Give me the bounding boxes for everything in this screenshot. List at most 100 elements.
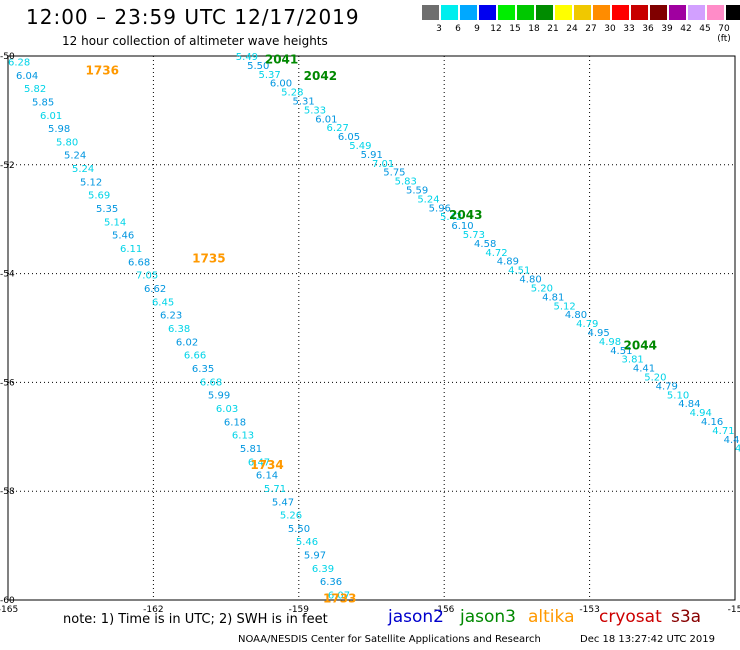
wave-height-label: 6.39: [312, 564, 334, 575]
pass-number-label: 2041: [265, 53, 298, 67]
wave-height-label: 6.04: [16, 71, 38, 82]
wave-height-label: 5.83: [395, 177, 417, 188]
legend-swatch: [650, 5, 667, 20]
wave-height-label: 5.81: [240, 444, 262, 455]
wave-height-label: 6.28: [8, 57, 30, 68]
lon-tick-label: -156: [434, 605, 455, 615]
wave-height-label: 6.00: [270, 79, 292, 90]
satellite-name: altika: [528, 607, 575, 627]
wave-height-label: 5.49: [236, 52, 258, 63]
wave-height-label: 5.14: [104, 217, 126, 228]
wave-height-label: 5.96: [429, 203, 451, 214]
wave-height-label: 6.68: [200, 377, 222, 388]
legend-swatch: [593, 5, 610, 20]
wave-height-label: 4.16: [701, 417, 723, 428]
wave-height-label: 6.02: [176, 337, 198, 348]
wave-height-label: 6.03: [216, 404, 238, 415]
wave-height-label: 6.45: [152, 297, 174, 308]
wave-height-label: 5.49: [349, 141, 371, 152]
legend-swatch: [726, 5, 740, 20]
wave-height-label: 5.97: [304, 551, 326, 562]
legend-swatch: [422, 5, 439, 20]
wave-height-label: 4.71: [712, 426, 734, 437]
legend-swatch: [441, 5, 458, 20]
wave-height-label: 3.81: [622, 355, 644, 366]
wave-height-label: 6.07: [328, 591, 350, 602]
legend-label: 27: [585, 24, 597, 34]
wave-height-label: 5.71: [264, 484, 286, 495]
wave-height-label: 4.41: [633, 364, 655, 375]
generation-timestamp: Dec 18 13:27:42 UTC 2019: [580, 634, 715, 645]
wave-height-label: 6.27: [327, 123, 349, 134]
pass-number-label: 1734: [250, 458, 283, 472]
wave-height-label: 5.31: [293, 97, 315, 108]
legend-swatch: [517, 5, 534, 20]
wave-height-label: 6.66: [184, 351, 206, 362]
lat-tick-label: -58: [0, 487, 15, 497]
note-text: note: 1) Time is in UTC; 2) SWH is in fe…: [63, 612, 328, 627]
wave-height-label: 7.05: [136, 271, 158, 282]
wave-height-label: 6.01: [315, 114, 337, 125]
wave-height-label: 4.72: [485, 248, 507, 259]
lat-tick-label: -54: [0, 270, 15, 280]
wave-height-label: 6.23: [160, 311, 182, 322]
wave-height-label: 4.58: [474, 239, 496, 250]
wave-height-label: 5.12: [80, 177, 102, 188]
pass-number-label: 2043: [449, 208, 482, 222]
wave-height-label: 5.98: [48, 124, 70, 135]
wave-height-label: 5.42: [440, 212, 462, 223]
tick-labels: -165 -162 -159 -156 -153 -15 -50 -52 -54 -56 -58 -6…: [0, 52, 740, 615]
wave-height-label: 4.84: [678, 399, 700, 410]
wave-height-label: 6.35: [192, 364, 214, 375]
legend-label: 21: [547, 24, 559, 34]
wave-height-label: 4.98: [599, 337, 621, 348]
legend-swatch: [669, 5, 686, 20]
wave-height-label: 5.85: [32, 97, 54, 108]
wave-height-label: 4.79: [656, 381, 678, 392]
legend-swatch: [688, 5, 705, 20]
legend-label: 12: [490, 24, 502, 34]
wave-height-label: 4.39: [735, 444, 740, 455]
legend-swatch: [498, 5, 515, 20]
wave-height-label: 6.14: [256, 471, 278, 482]
legend-label: 36: [642, 24, 654, 34]
legend-label: 24: [566, 24, 578, 34]
wave-height-label: 6.01: [40, 111, 62, 122]
pass-number-label: 2042: [304, 69, 337, 83]
wave-height-label: 5.24: [64, 151, 86, 162]
lon-tick-label: -153: [579, 605, 599, 615]
satellite-name: jason2: [388, 607, 444, 627]
wave-height-label: 6.68: [128, 257, 150, 268]
wave-height-label: 6.62: [144, 284, 166, 295]
wave-height-label: 4.81: [542, 292, 564, 303]
wave-height-label: 4.80: [565, 310, 587, 321]
lon-tick-label: -15: [728, 605, 740, 615]
wave-height-label: 4.80: [519, 275, 541, 286]
legend-label: 15: [509, 24, 521, 34]
wave-height-label: 5.33: [304, 105, 326, 116]
wave-height-label: 4.51: [508, 266, 530, 277]
wave-height-label: 6.47: [248, 457, 270, 468]
satellite-name: jason3: [460, 607, 516, 627]
pass-number-label: 1733: [323, 591, 356, 605]
wave-height-label: 6.05: [338, 132, 360, 143]
wave-height-label: 5.75: [383, 168, 405, 179]
track-layer: 6.28 6.04 5.82 5.85 6.01 5.98 5.80 5.24 5.24 5.12…: [8, 52, 740, 605]
wave-height-label: 5.28: [281, 88, 303, 99]
pass-number-label: 1735: [192, 251, 225, 265]
wave-height-label: 5.46: [296, 537, 318, 548]
wave-height-label: 5.24: [72, 164, 94, 175]
lat-tick-label: -60: [0, 596, 15, 606]
lat-tick-label: -50: [0, 52, 15, 62]
pass-number-label: 1736: [86, 64, 119, 78]
wave-height-label: 5.10: [667, 390, 689, 401]
wave-height-label: 5.47: [272, 497, 294, 508]
lon-tick-label: -162: [143, 605, 163, 615]
legend-label: 39: [661, 24, 673, 34]
wave-height-label: 5.35: [96, 204, 118, 215]
legend-swatch: [631, 5, 648, 20]
wave-height-label: 5.20: [644, 372, 666, 383]
map-title: 12:00 – 23:59 UTC 12/17/2019: [26, 5, 360, 29]
